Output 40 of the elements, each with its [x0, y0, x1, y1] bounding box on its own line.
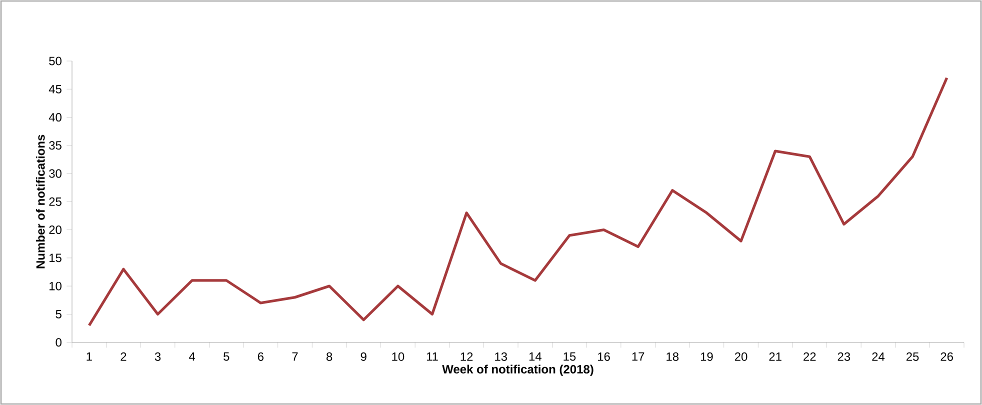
x-tick-label: 17: [632, 352, 644, 361]
x-tick-label: 6: [258, 352, 264, 361]
y-tick-label: 15: [50, 254, 62, 262]
x-tick-label: 13: [495, 352, 507, 361]
x-tick-label: 15: [564, 352, 576, 361]
y-tick-label: 45: [48, 84, 62, 94]
x-tick-label: 18: [666, 352, 679, 361]
x-tick-label: 22: [804, 352, 816, 361]
x-tick-label: 8: [326, 352, 332, 361]
x-tick-label: 23: [838, 352, 850, 361]
x-tick-label: 12: [460, 352, 473, 361]
x-tick-label: 26: [940, 352, 953, 361]
line-series: [88, 76, 948, 327]
x-tick-label: 21: [769, 352, 782, 361]
x-tick-label: 14: [529, 352, 542, 361]
x-tick-label: 24: [872, 352, 885, 361]
x-tick-label: 11: [426, 352, 438, 361]
x-axis-title: Week of notification (2018): [442, 364, 594, 376]
x-tick-label: 1: [86, 352, 92, 361]
x-tick-label: 16: [598, 352, 610, 361]
y-tick-label: 25: [49, 197, 62, 206]
x-tick-label: 7: [292, 352, 298, 361]
y-axis-title: Number of notifications: [36, 134, 45, 268]
x-tick-label: 2: [120, 352, 126, 361]
y-tick-label: 35: [49, 141, 62, 150]
x-tick-label: 9: [360, 352, 366, 361]
x-tick-label: 20: [734, 352, 748, 361]
x-tick-label: 4: [189, 352, 196, 361]
y-tick-label: 50: [49, 56, 62, 66]
y-tick-label: 5: [56, 310, 62, 318]
x-tick-label: 3: [154, 352, 161, 361]
x-tick-label: 5: [224, 352, 230, 361]
x-tick-label: 10: [392, 352, 404, 361]
y-tick-label: 20: [49, 226, 62, 234]
x-tick-label: 25: [906, 352, 919, 361]
y-tick-label: 0: [56, 338, 62, 347]
y-tick-label: 10: [50, 282, 62, 290]
y-tick-label: 30: [49, 169, 62, 178]
x-tick-label: 19: [700, 352, 713, 361]
y-tick-label: 40: [48, 113, 62, 122]
